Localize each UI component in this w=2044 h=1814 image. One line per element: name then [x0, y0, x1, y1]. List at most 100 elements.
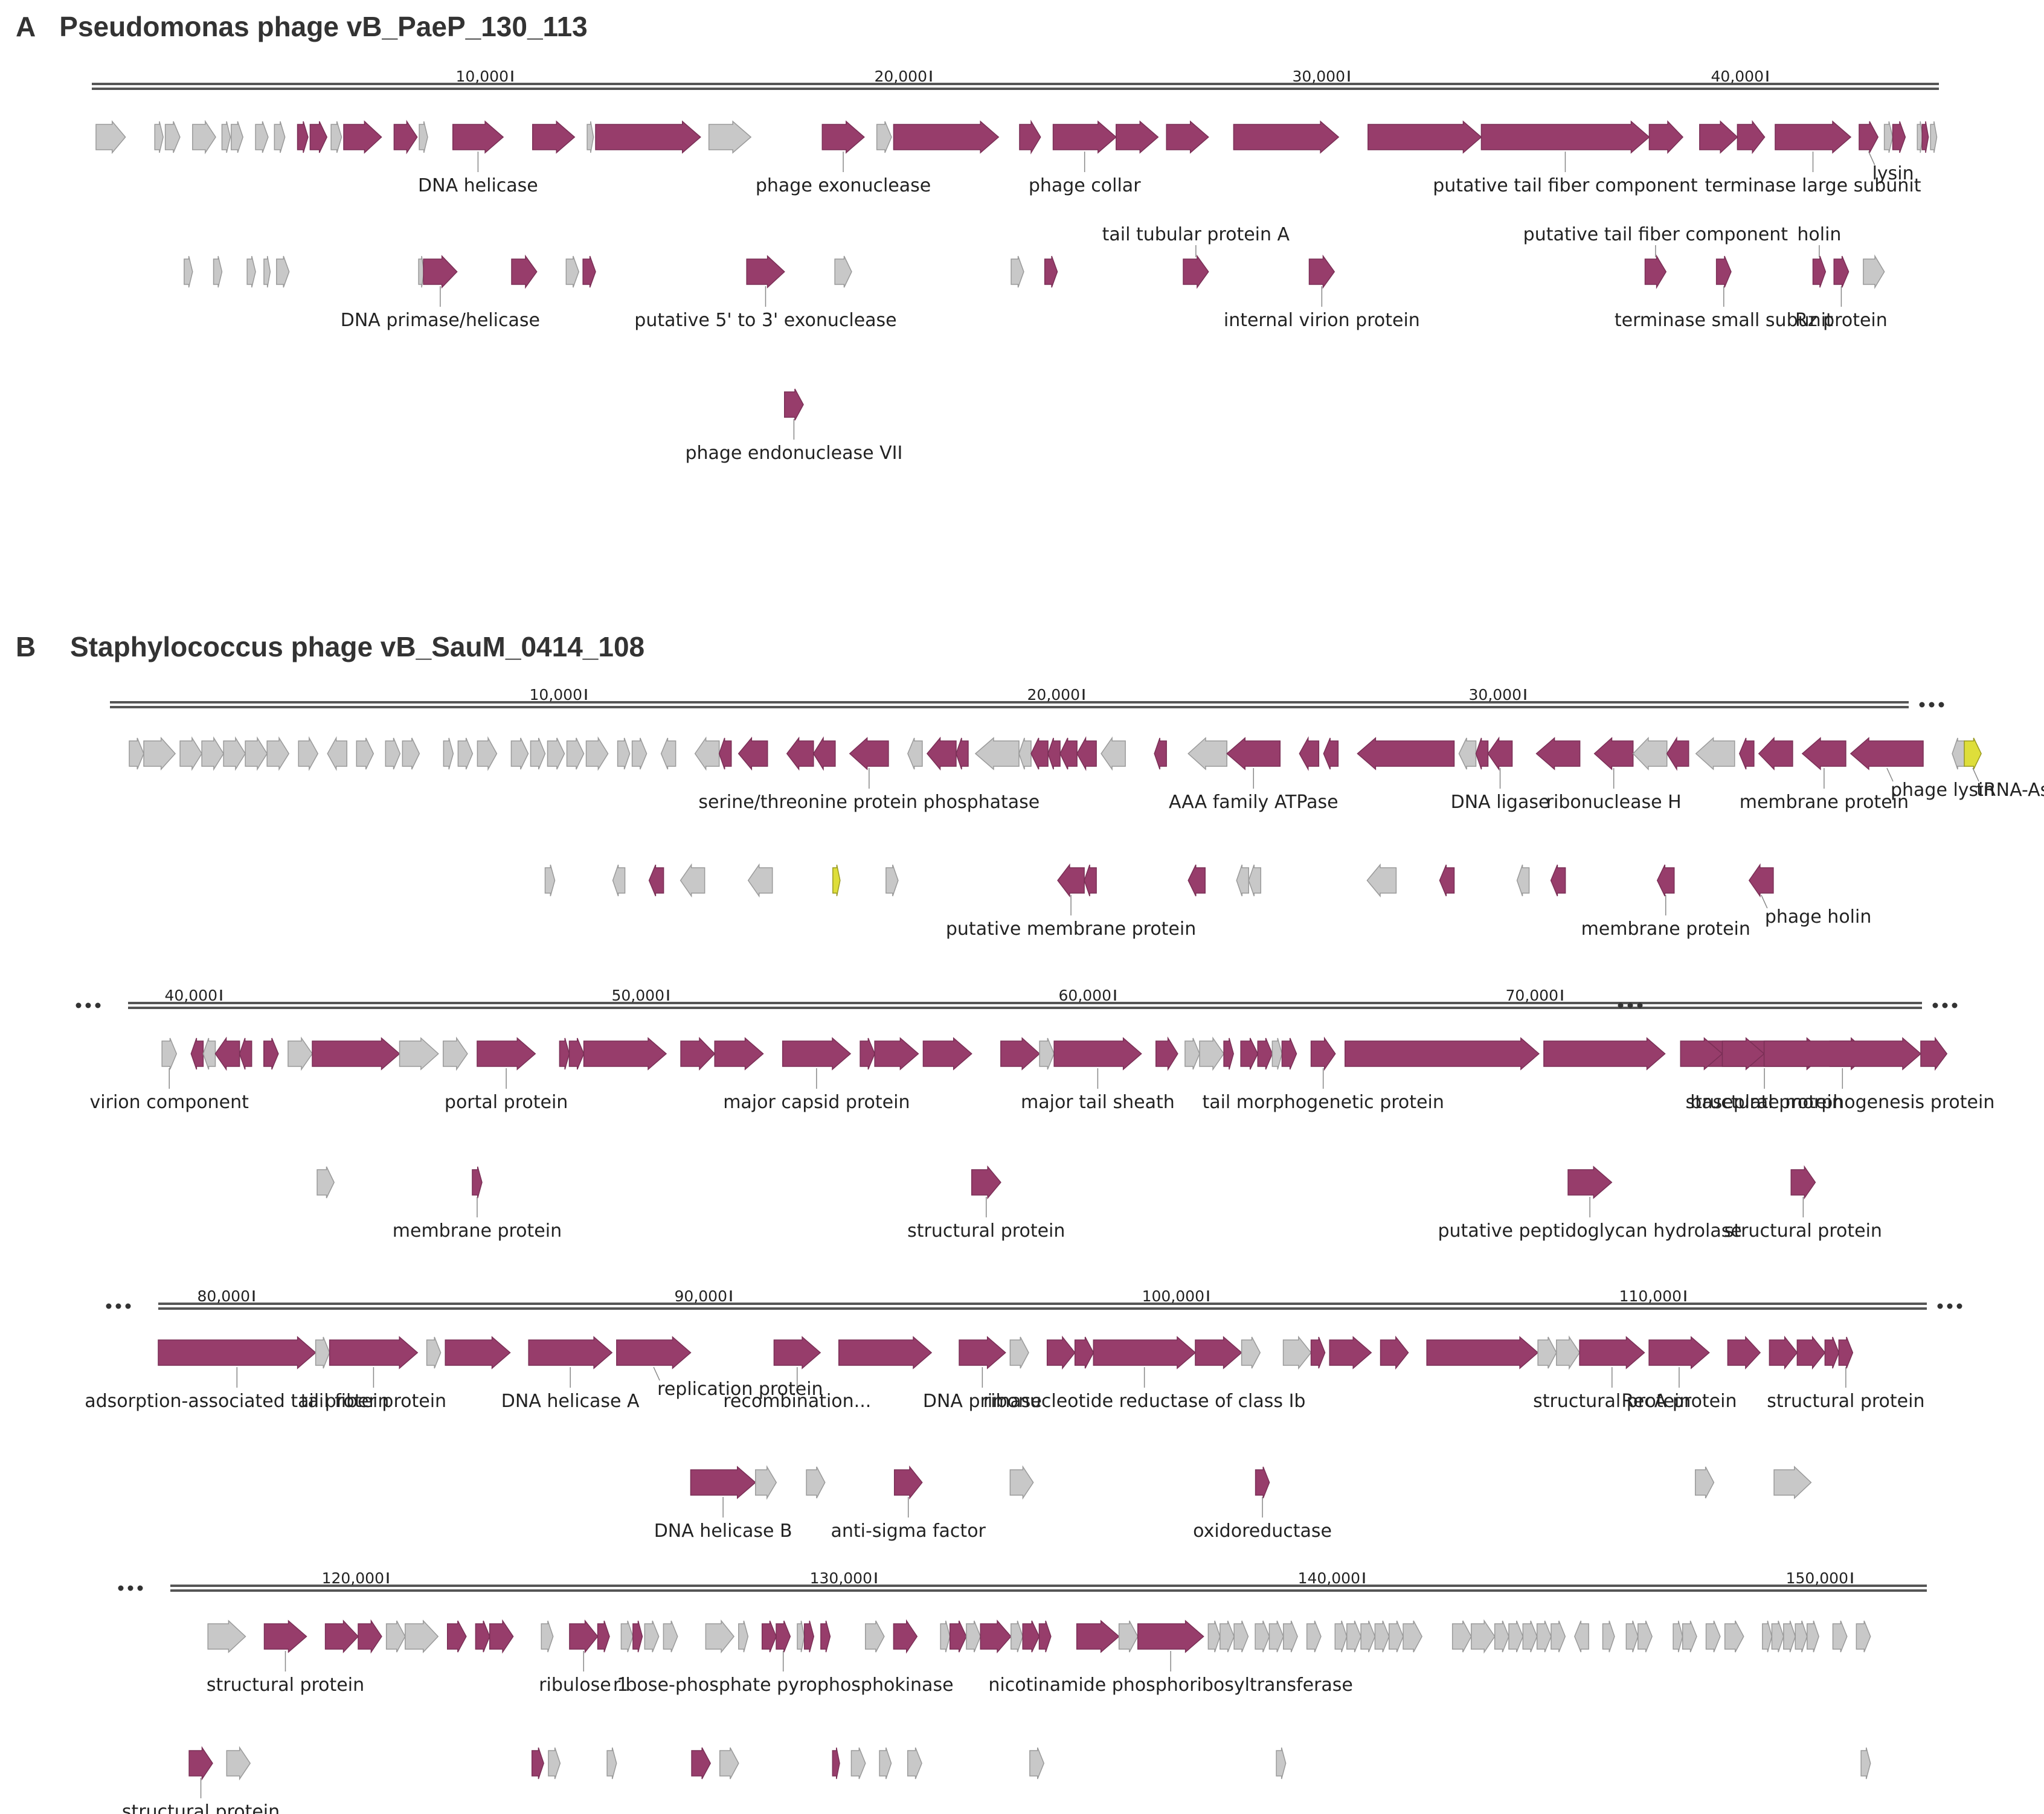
continuation-dots-right	[1932, 1002, 1938, 1008]
gene-arrow-major-capsid-protein	[782, 1037, 852, 1071]
gene-label: Rz protein	[1795, 310, 1888, 331]
gene-arrow	[1475, 737, 1489, 770]
gene-arrow	[786, 736, 814, 771]
gene-arrow	[1195, 1336, 1242, 1370]
gene-label: DNA helicase B	[654, 1521, 792, 1542]
gene-arrow	[1921, 121, 1929, 153]
gene-arrow	[583, 1037, 667, 1071]
gene-arrow	[597, 1620, 610, 1653]
continuation-dots-left	[95, 1002, 101, 1008]
gene-arrow	[1233, 120, 1340, 154]
scale-tick-label: 140,000	[1298, 1569, 1360, 1587]
gene-arrow-putative-tail-fiber-component	[1480, 120, 1650, 154]
gene-arrow	[1271, 1037, 1283, 1070]
gene-arrow	[660, 737, 677, 770]
gene-arrow	[1310, 1336, 1326, 1369]
gene-arrow-oxidoreductase	[1255, 1466, 1270, 1499]
gene-arrow-serine-threonine-protein-phosphatase	[849, 737, 889, 771]
gene-arrow	[648, 864, 664, 897]
gene-arrow	[446, 1620, 467, 1653]
gene-arrow	[246, 255, 256, 288]
gene-arrow	[940, 1620, 951, 1653]
gene-arrow	[1920, 1036, 1948, 1071]
gene-arrow	[531, 1747, 544, 1780]
scale-tick-label: 10,000	[456, 68, 509, 85]
panel-title-b: B Staphylococcus phage vB_SauM_0414_108	[16, 631, 644, 662]
gene-label: DNA primase/helicase	[341, 310, 540, 331]
gene-arrow-adsorption-associated-tail-protein	[158, 1336, 317, 1370]
gene-arrow	[1199, 1036, 1225, 1071]
gene-arrow-nicotinamide-phosphoribosyltransferase	[1137, 1620, 1204, 1653]
gene-arrow	[445, 1336, 511, 1370]
gene-arrow	[1374, 1620, 1390, 1653]
gene-arrow-tail-tubular-protein-a	[1183, 254, 1209, 289]
gene-arrow	[1632, 737, 1668, 771]
gene-arrow	[860, 1037, 875, 1070]
gene-arrow	[201, 736, 225, 771]
gene-arrow	[1769, 1335, 1798, 1370]
continuation-dots-left	[115, 1303, 121, 1309]
gene-arrow	[1283, 1620, 1298, 1653]
gene-arrow-dna-helicase-b	[690, 1466, 756, 1499]
gene-arrow	[239, 1037, 252, 1070]
panel-name-b: Staphylococcus phage vB_SauM_0414_108	[70, 631, 644, 662]
gene-arrow	[312, 1037, 400, 1071]
gene-arrow	[1522, 1620, 1538, 1653]
gene-arrow	[1019, 120, 1041, 155]
gene-arrow	[154, 121, 164, 153]
gene-arrow	[298, 736, 319, 771]
gene-arrow	[663, 1620, 678, 1653]
gene-label: ribonuclease H	[1546, 792, 1682, 813]
continuation-dots-left	[76, 1002, 82, 1008]
gene-arrow	[418, 255, 425, 288]
gene-arrow	[343, 120, 382, 154]
continuation-dots-right	[1947, 1303, 1953, 1309]
gene-arrow-holin	[1812, 255, 1827, 288]
gene-arrow	[192, 120, 216, 155]
gene-arrow	[1556, 1335, 1581, 1370]
gene-arrow	[330, 121, 342, 153]
gene-arrow	[568, 1037, 585, 1070]
gene-arrow	[747, 863, 773, 898]
label-leader	[1972, 768, 1979, 782]
gene-arrow-membrane-protein	[472, 1166, 483, 1199]
gene-label: adsorption-associated tail protein	[85, 1391, 389, 1412]
gene-label: structural protein	[1724, 1220, 1882, 1242]
gene-label: structural protein	[1533, 1391, 1691, 1412]
continuation-dots-right	[1937, 1303, 1943, 1309]
gene-label: DNA ligase	[1451, 792, 1550, 813]
gene-arrow	[738, 736, 768, 771]
gene-arrow-putative-membrane-protein	[1057, 863, 1085, 898]
gene-label: terminase large subunit	[1705, 175, 1921, 196]
gene-arrow	[1018, 737, 1032, 770]
gene-label: DNA primase	[923, 1391, 1042, 1412]
gene-label: replication protein	[657, 1379, 823, 1400]
gene-arrow	[419, 121, 428, 153]
gene-arrow	[620, 1620, 634, 1653]
gene-arrow	[457, 737, 474, 770]
gene-arrow-major-tail-sheath	[1053, 1037, 1142, 1071]
gene-label: putative 5' to 3' exonuclease	[634, 310, 896, 331]
gene-arrow	[1009, 1336, 1029, 1369]
gene-arrow	[489, 1619, 514, 1654]
gene-arrow-structural-protein	[263, 1620, 307, 1653]
gene-arrow	[632, 1620, 643, 1653]
gene-arrow	[565, 255, 579, 288]
gene-arrow	[949, 1620, 967, 1653]
gene-arrow	[1084, 864, 1097, 897]
gene-arrow	[1724, 1620, 1744, 1653]
gene-arrow	[1323, 737, 1339, 770]
gene-arrow-structural-protein	[188, 1746, 213, 1781]
gene-arrow	[1029, 1747, 1045, 1780]
gene-arrow	[1076, 736, 1097, 771]
scale-tick-label: 130,000	[810, 1569, 872, 1587]
gene-arrow	[207, 1620, 246, 1653]
gene-arrow	[582, 255, 596, 288]
gene-arrow-phage-collar	[1052, 120, 1117, 154]
gene-arrow	[1426, 1336, 1539, 1370]
gene-arrow	[1705, 1620, 1721, 1653]
gene-arrow	[865, 1620, 885, 1653]
gene-arrow	[213, 255, 223, 288]
gene-arrow	[443, 1036, 468, 1071]
gene-arrow	[510, 737, 529, 770]
